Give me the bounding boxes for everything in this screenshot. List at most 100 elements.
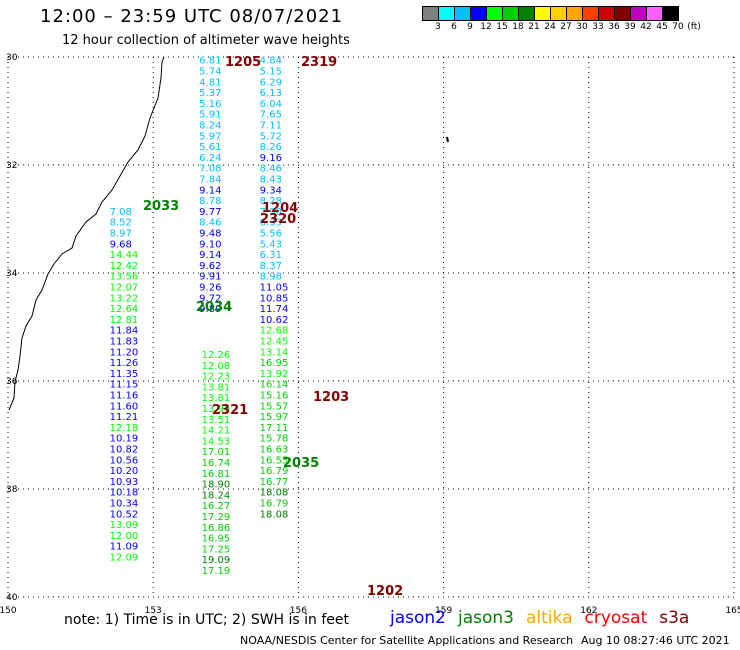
- wave-height-point: 11.15: [110, 380, 139, 391]
- wave-height-point: 11.74: [260, 304, 289, 315]
- wave-height-point: 4.81: [199, 77, 221, 88]
- wave-height-point: 8.37: [260, 261, 282, 272]
- y-tick-label: 34: [6, 269, 18, 279]
- wave-height-point: 16.95: [260, 358, 289, 369]
- wave-height-point: 5.74: [199, 67, 221, 78]
- wave-height-point: 7.08: [110, 207, 132, 218]
- x-tick-label: 162: [580, 606, 597, 616]
- wave-height-point: 7.08: [199, 164, 221, 175]
- legend-entry: jason2: [390, 608, 446, 628]
- wave-height-point: 11.60: [110, 401, 139, 412]
- track-time-label: 2321: [212, 403, 248, 418]
- wave-height-point: 13.22: [110, 293, 139, 304]
- satellite-legend: jason2 jason3 altika cryosat s3a: [390, 608, 689, 628]
- wave-height-point: 7.84: [199, 175, 221, 186]
- x-tick-label: 165: [725, 606, 740, 616]
- color-scale-label: 42: [640, 22, 652, 32]
- wave-height-point: 12.00: [110, 531, 139, 542]
- wave-height-point: 7.65: [260, 110, 282, 121]
- y-tick-label: 30: [6, 53, 18, 63]
- wave-height-point: 18.08: [260, 488, 289, 499]
- wave-height-point: 9.72: [199, 293, 221, 304]
- wave-height-point: 10.62: [260, 315, 289, 326]
- x-tick-label: 156: [290, 606, 307, 616]
- wave-height-point: 15.78: [260, 434, 289, 445]
- wave-height-point: 17.11: [260, 423, 289, 434]
- track-time-label: 2035: [283, 456, 319, 471]
- wave-height-point: 13.95: [202, 404, 231, 415]
- wave-height-point: 10.52: [110, 509, 139, 520]
- wave-height-point: 16.81: [202, 469, 231, 480]
- wave-height-point: 10.93: [110, 477, 139, 488]
- wave-height-point: 11.84: [110, 326, 139, 337]
- x-tick-label: 159: [435, 606, 452, 616]
- wave-height-point: 5.43: [260, 239, 282, 250]
- wave-height-point: 12.26: [202, 350, 231, 361]
- track-time-label: 1205: [225, 55, 261, 70]
- wave-height-point: 8.98: [260, 272, 282, 283]
- color-scale-label: 6: [451, 22, 457, 32]
- wave-height-point: 12.18: [110, 423, 139, 434]
- wave-height-point: 13.81: [202, 393, 231, 404]
- wave-height-point: 5.16: [199, 99, 221, 110]
- wave-height-point: 16.27: [202, 501, 231, 512]
- wave-height-point: 16.95: [202, 534, 231, 545]
- wave-height-point: 9.14: [199, 250, 221, 261]
- wave-height-point: 6.33: [260, 218, 282, 229]
- wave-height-point: 5.37: [199, 88, 221, 99]
- wave-height-point: 15.97: [260, 412, 289, 423]
- wave-height-point: 4.84: [260, 56, 282, 67]
- track-time-label: 1202: [367, 584, 403, 599]
- wave-height-point: 9.16: [260, 153, 282, 164]
- wave-height-point: 8.97: [110, 229, 132, 240]
- wave-height-point: 9.68: [110, 239, 132, 250]
- wave-height-point: 12.45: [260, 337, 289, 348]
- track-time-label: 2034: [196, 300, 232, 315]
- wave-height-point: 5.91: [199, 110, 221, 121]
- wave-height-point: 7.11: [260, 121, 282, 132]
- chart-subtitle: 12 hour collection of altimeter wave hei…: [62, 33, 350, 48]
- x-tick-label: 153: [145, 606, 162, 616]
- wave-height-point: 8.43: [260, 175, 282, 186]
- track-time-label: 1203: [313, 390, 349, 405]
- color-scale-label: 30: [576, 22, 588, 32]
- wave-height-point: 16.63: [260, 445, 289, 456]
- wave-height-point: 11.09: [110, 542, 139, 553]
- coastline: [8, 56, 165, 411]
- wave-height-point: 15.16: [260, 391, 289, 402]
- wave-height-point: 11.20: [110, 347, 139, 358]
- y-tick-label: 36: [6, 377, 18, 387]
- wave-height-point: 17.19: [202, 566, 231, 577]
- wave-height-point: 10.18: [110, 488, 139, 499]
- wave-height-point: 12.68: [260, 326, 289, 337]
- wave-height-point: 5.15: [260, 67, 282, 78]
- wave-height-point: 16.77: [260, 477, 289, 488]
- wave-height-point: 8.26: [260, 142, 282, 153]
- color-scale-label: 70: [672, 22, 684, 32]
- wave-height-point: 12.42: [110, 261, 139, 272]
- track-time-label: 2320: [260, 212, 296, 227]
- wave-height-point: 11.35: [110, 369, 139, 380]
- color-scale-label: 15: [496, 22, 508, 32]
- wave-height-point: 16.14: [260, 380, 289, 391]
- wave-height-point: 16.79: [260, 499, 289, 510]
- wave-height-point: 6.81: [199, 56, 221, 67]
- color-scale-label: 45: [656, 22, 668, 32]
- wave-height-point: 10.20: [110, 466, 139, 477]
- wave-height-point: 5.61: [199, 142, 221, 153]
- wave-height-point: 8.46: [199, 218, 221, 229]
- wave-height-point: 10.34: [110, 499, 139, 510]
- wave-height-point: 16.79: [260, 466, 289, 477]
- wave-height-point: 5.97: [199, 131, 221, 142]
- wave-height-point: 11.21: [110, 412, 139, 423]
- wave-height-point: 8.24: [199, 121, 221, 132]
- wave-height-point: 9.10: [199, 239, 221, 250]
- color-scale-label: 12: [480, 22, 492, 32]
- wave-height-point: 9.14: [199, 185, 221, 196]
- wave-height-point: 8.46: [260, 164, 282, 175]
- wave-height-point: 13.81: [202, 382, 231, 393]
- wave-height-point: 8.52: [110, 218, 132, 229]
- wave-height-point: 6.24: [199, 153, 221, 164]
- wave-height-point: 10.85: [260, 293, 289, 304]
- wave-height-point: 9.62: [199, 261, 221, 272]
